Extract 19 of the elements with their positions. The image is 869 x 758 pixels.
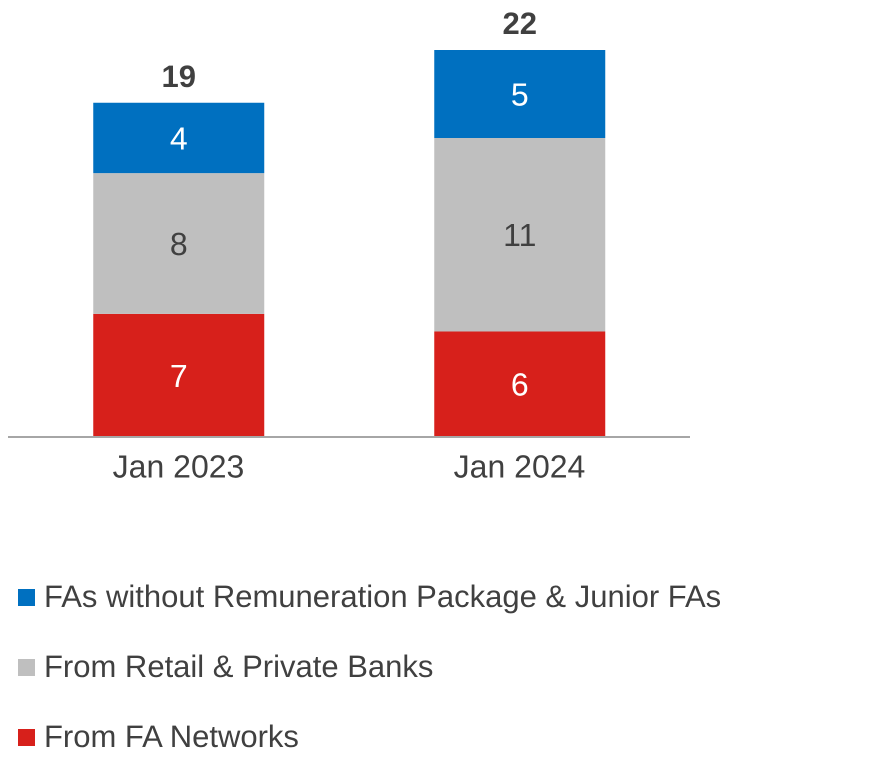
data-label: 7 bbox=[170, 358, 188, 394]
bar bbox=[93, 173, 264, 314]
x-tick-label: Jan 2023 bbox=[112, 448, 244, 485]
bar bbox=[434, 331, 606, 437]
bar bbox=[434, 138, 606, 332]
legend-label: FAs without Remuneration Package & Junior FAs bbox=[44, 579, 722, 615]
legend-label: From FA Networks bbox=[44, 719, 299, 755]
data-label: 11 bbox=[503, 217, 536, 254]
data-label: 8 bbox=[170, 226, 188, 262]
legend-label: From Retail & Private Banks bbox=[44, 649, 434, 685]
bar bbox=[93, 102, 264, 174]
data-label: 6 bbox=[510, 366, 529, 403]
bar bbox=[434, 50, 606, 138]
total-label: 19 bbox=[162, 58, 196, 94]
x-tick-label: Jan 2024 bbox=[454, 448, 586, 485]
data-label: 5 bbox=[510, 76, 529, 112]
bar bbox=[93, 314, 264, 437]
total-label: 22 bbox=[502, 6, 537, 41]
data-label: 4 bbox=[170, 120, 188, 156]
